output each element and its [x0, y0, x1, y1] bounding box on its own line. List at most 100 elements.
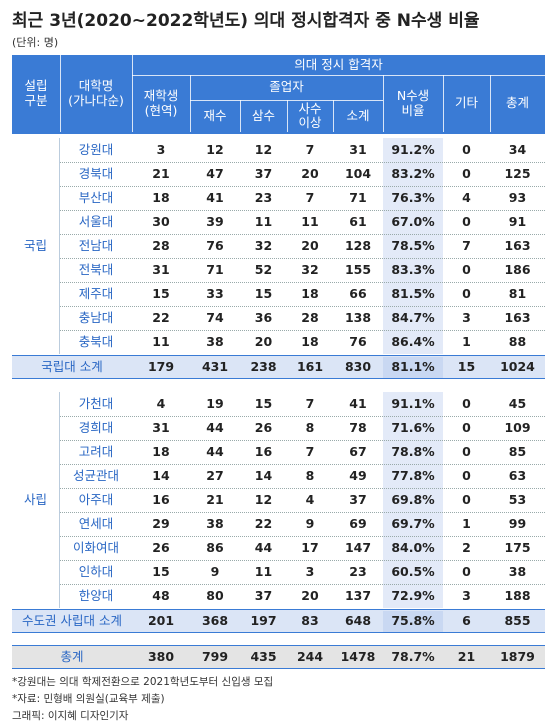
cell: 104: [344, 165, 372, 181]
cell: 11: [152, 333, 170, 349]
cell: 41: [349, 395, 367, 411]
cell: 15: [254, 285, 273, 301]
subtotal-bg: [12, 355, 545, 379]
row-divider: [60, 536, 545, 537]
cell: 66: [349, 285, 367, 301]
total-bg: [12, 645, 545, 669]
cell: 20: [301, 237, 319, 253]
row-label: 이화여대: [72, 539, 119, 555]
cell: 3: [462, 309, 471, 325]
row-label: 서울대: [78, 213, 114, 229]
cell: 71.6%: [391, 419, 435, 435]
cell: 3: [462, 587, 471, 603]
cell: 31: [152, 261, 170, 277]
cell: 78.7%: [391, 648, 435, 664]
row-divider: [60, 488, 545, 489]
header-bg: [12, 55, 545, 132]
cell: 18: [152, 189, 170, 205]
cell: 7: [305, 189, 315, 205]
cell: 37: [349, 491, 367, 507]
row-divider: [60, 464, 545, 465]
cell: 0: [462, 141, 471, 157]
header-divider: [132, 55, 133, 132]
row-divider: [60, 210, 545, 211]
row-divider: [60, 440, 545, 441]
cell: 12: [254, 491, 273, 507]
cell: 78.8%: [391, 443, 435, 459]
cell: 23: [254, 189, 273, 205]
cell: 12: [206, 141, 224, 157]
cell: 15: [254, 395, 273, 411]
header-cell: 설립 구분: [24, 78, 48, 108]
cell: 0: [462, 443, 471, 459]
cell: 155: [344, 261, 372, 277]
cell: 80: [206, 587, 224, 603]
cell: 37: [254, 587, 273, 603]
header-divider: [190, 75, 191, 132]
row-label: 전남대: [78, 237, 114, 253]
cell: 17: [301, 539, 319, 555]
footnote: 그래픽: 이지혜 디자인기자: [12, 710, 129, 722]
row-label: 경희대: [78, 419, 114, 435]
header-cell: 재학생 (현역): [143, 88, 179, 118]
cell: 18: [301, 333, 319, 349]
cell: 81.5%: [391, 285, 435, 301]
header-cell: 총계: [505, 95, 529, 111]
header-divider: [132, 75, 545, 76]
cell: 86.4%: [391, 333, 435, 349]
cell: 27: [206, 467, 224, 483]
cell: 179: [147, 358, 175, 374]
cell: 138: [344, 309, 372, 325]
rate-column-bg: [383, 356, 443, 378]
header-cell: 재수: [203, 107, 227, 123]
cell: 84.7%: [391, 309, 435, 325]
row-label: 제주대: [78, 285, 114, 301]
cell: 4: [462, 189, 471, 205]
row-divider: [60, 162, 545, 163]
cell: 1: [462, 515, 471, 531]
cell: 84.0%: [391, 539, 435, 555]
header-divider: [333, 100, 334, 132]
cell: 21: [206, 491, 224, 507]
row-label: 수도권 사립대 소계: [22, 612, 122, 628]
cell: 83.2%: [391, 165, 435, 181]
row-divider: [60, 306, 545, 307]
cell: 11: [254, 213, 273, 229]
cell: 83.3%: [391, 261, 435, 277]
cell: 1879: [500, 648, 535, 664]
row-label: 가천대: [78, 395, 114, 411]
cell: 81.1%: [391, 358, 435, 374]
cell: 125: [504, 165, 531, 181]
row-divider: [60, 282, 545, 283]
header-cell: 삼수: [251, 107, 275, 123]
cell: 147: [344, 539, 372, 555]
cell: 368: [201, 612, 229, 628]
row-label: 부산대: [78, 189, 114, 205]
cell: 16: [152, 491, 170, 507]
cell: 88: [508, 333, 527, 349]
cell: 21: [152, 165, 170, 181]
cell: 71: [206, 261, 224, 277]
cell: 8: [305, 467, 315, 483]
cell: 83: [301, 612, 319, 628]
cell: 2: [462, 539, 471, 555]
cell: 38: [206, 333, 224, 349]
cell: 52: [254, 261, 273, 277]
cell: 0: [462, 285, 471, 301]
header-cell: 졸업자: [269, 79, 304, 95]
row-divider: [60, 560, 545, 561]
header-divider: [383, 75, 384, 132]
cell: 0: [462, 419, 471, 435]
cell: 3: [305, 563, 315, 579]
cell: 60.5%: [391, 563, 435, 579]
cell: 11: [301, 213, 319, 229]
cell: 163: [504, 237, 531, 253]
cell: 201: [147, 612, 175, 628]
cell: 85: [508, 443, 527, 459]
cell: 197: [250, 612, 277, 628]
cell: 31: [349, 141, 367, 157]
cell: 7: [305, 141, 315, 157]
row-divider: [60, 512, 545, 513]
cell: 0: [462, 261, 471, 277]
